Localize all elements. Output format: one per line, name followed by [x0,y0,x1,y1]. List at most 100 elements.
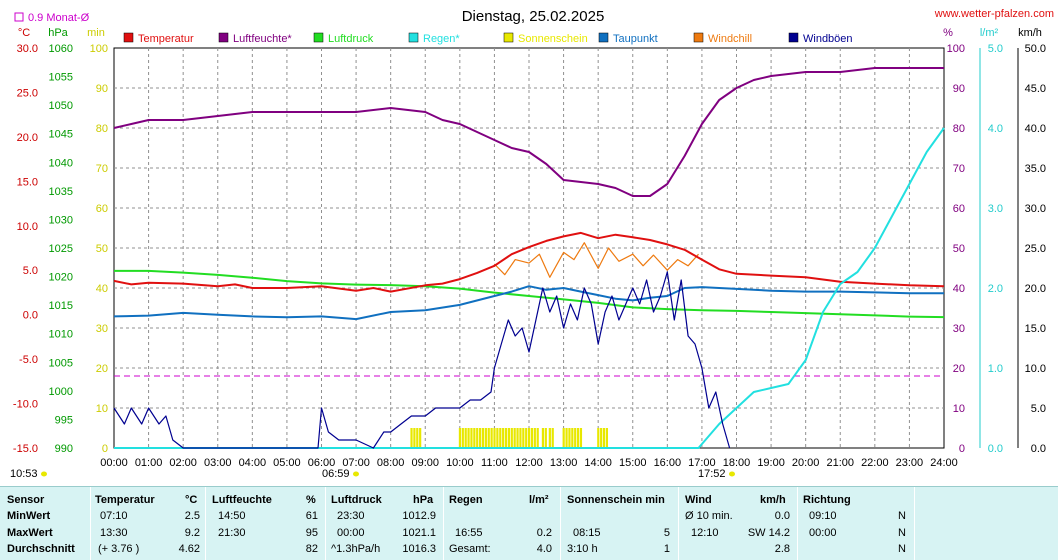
sunshine-bar [525,428,528,448]
x-tick-label: 00:00 [100,457,128,469]
cell: 13:30 [100,527,128,539]
humidity-tick-label: 50 [953,243,965,255]
legend-swatch [693,32,704,43]
col-header: Luftfeuchte [212,494,272,506]
humidity-tick-label: 60 [953,203,965,215]
minutes-tick-label: 40 [96,283,108,295]
wind-tick-label: 40.0 [1025,123,1046,135]
sunset-icon [729,471,735,477]
col-header: Sonnenschein min [567,494,665,506]
temp-tick-label: 30.0 [17,43,38,55]
series-line-taupunkt [113,285,944,321]
unit-rain: l/m² [980,27,999,39]
sunshine-bar [510,428,513,448]
x-tick-label: 03:00 [204,457,232,469]
unit-minutes: min [87,27,105,39]
cell: N [898,527,906,539]
rain-average-label: 0.9 Monat-Ø [28,12,90,24]
sunshine-bar [548,428,551,448]
sunshine-bar [530,428,534,448]
x-tick-label: 18:00 [723,457,751,469]
sunshine-bar [513,428,516,448]
cell: 23:30 [337,510,365,522]
sun-icon [41,471,47,477]
pressure-tick-label: 1030 [49,214,73,226]
x-tick-label: 07:00 [342,457,370,469]
row-label: MinWert [7,510,51,522]
pressure-tick-label: 1010 [49,329,73,341]
pressure-tick-label: 1005 [49,357,73,369]
cell: SW 14.2 [747,527,790,539]
pressure-tick-label: 1000 [49,386,73,398]
site-link[interactable]: www.wetter-pfalzen.com [934,8,1054,20]
sunshine-bar [516,428,519,448]
legend-label: Taupunkt [613,33,658,45]
rain-tick-label: 1.0 [988,363,1003,375]
x-tick-label: 23:00 [896,457,924,469]
x-tick-label: 02:00 [169,457,197,469]
minutes-tick-label: 10 [96,403,108,415]
legend-label: Regen* [423,33,460,45]
sunshine-bar [576,428,580,448]
humidity-tick-label: 100 [947,43,965,55]
cell: Ø 10 min. [685,510,733,522]
series-line-temperatur [113,231,945,293]
wind-tick-label: 45.0 [1025,83,1046,95]
sunshine-bar [416,428,419,448]
minutes-tick-label: 50 [96,243,108,255]
cell: 09:10 [809,510,837,522]
series-line-regen [114,127,945,449]
humidity-tick-label: 40 [953,283,965,295]
legend-label: Temperatur [138,33,194,45]
divider [205,487,206,560]
minutes-tick-label: 60 [96,203,108,215]
pressure-tick-label: 1035 [49,186,73,198]
series-lines [113,67,945,449]
x-tick-label: 19:00 [757,457,785,469]
pressure-tick-label: 995 [55,414,73,426]
wind-tick-label: 20.0 [1025,283,1046,295]
sunshine-total: 10:53 [10,468,38,480]
humidity-tick-label: 0 [959,443,965,455]
rain-tick-label: 5.0 [988,43,1003,55]
sunshine-bar [600,428,603,448]
sunshine-bar [544,428,547,448]
sunshine-bar [605,428,609,448]
divider [560,487,561,560]
cell: 95 [305,527,318,539]
minutes-tick-label: 30 [96,323,108,335]
sunshine-bar [574,428,577,448]
pressure-tick-label: 1025 [49,243,73,255]
sunshine-bar [551,428,554,448]
wind-tick-label: 30.0 [1025,203,1046,215]
row-label: MaxWert [7,527,53,539]
pressure-tick-label: 1040 [49,157,73,169]
sunshine-bar [496,428,499,448]
cell: ^1.3hPa/h [331,543,381,555]
temp-tick-label: 25.0 [17,87,38,99]
temp-tick-label: -5.0 [19,354,38,366]
cell: 14:50 [218,510,246,522]
cell: 4.0 [536,543,552,555]
x-tick-label: 08:00 [377,457,405,469]
cell: 3:10 h [567,543,598,555]
cell: 5 [663,527,670,539]
cell: N [898,543,906,555]
sunshine-bar [419,428,422,448]
pressure-tick-label: 1050 [49,100,73,112]
legend-swatch [788,32,799,43]
legend-label: Sonnenschein [518,33,588,45]
temp-tick-label: 0.0 [23,310,38,322]
cell: (+ 3.76 ) [98,543,140,555]
sunshine-bar [562,428,565,448]
wind-tick-label: 35.0 [1025,163,1046,175]
legend-swatch [503,32,514,43]
sunrise-time: 06:59 [322,468,350,480]
series-line-windchill [493,242,699,278]
col-header: Regen [449,494,483,506]
wind-tick-label: 0.0 [1031,443,1046,455]
x-tick-label: 16:00 [654,457,682,469]
sunshine-bar [571,428,574,448]
x-tick-label: 01:00 [135,457,163,469]
wind-tick-label: 5.0 [1031,403,1046,415]
